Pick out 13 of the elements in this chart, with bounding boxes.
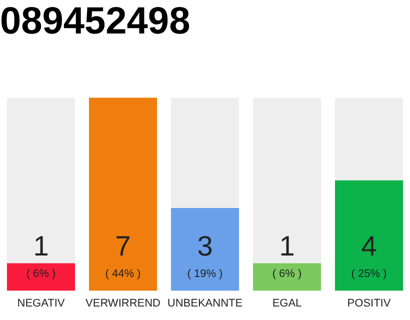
- x-tick-label: POSITIV: [347, 297, 392, 310]
- x-tick-label: VERWIRREND: [86, 297, 161, 310]
- bar: [6, 263, 76, 291]
- chart-title: 089452498: [0, 0, 190, 42]
- x-tick-label: EGAL: [272, 297, 302, 310]
- data-label: 3 ( 19% ): [187, 230, 223, 280]
- data-label: 1 ( 6% ): [26, 230, 56, 280]
- data-label: 7 ( 44% ): [105, 230, 141, 280]
- bar: [252, 263, 322, 291]
- data-label: 4 ( 25% ): [351, 230, 387, 280]
- x-tick-label: UNBEKANNTE: [167, 297, 243, 310]
- data-label: 1 ( 6% ): [272, 230, 302, 280]
- x-tick-label: NEGATIV: [17, 297, 66, 310]
